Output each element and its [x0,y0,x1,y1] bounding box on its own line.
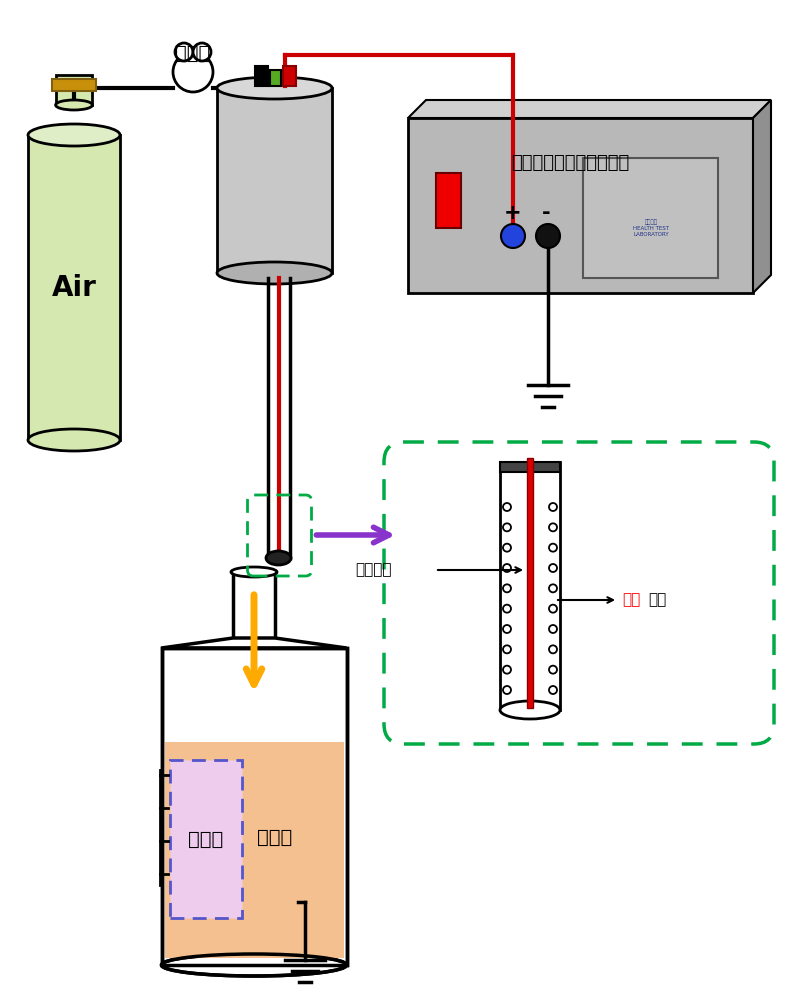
Circle shape [193,43,211,61]
Circle shape [501,224,525,248]
Circle shape [503,666,511,674]
Polygon shape [408,100,771,118]
Circle shape [173,52,213,92]
Bar [583,158,718,278]
Circle shape [549,625,557,633]
Text: Air: Air [52,273,97,302]
Circle shape [549,605,557,613]
Circle shape [549,544,557,552]
Bar [164,742,343,958]
Ellipse shape [217,77,332,99]
Bar [436,173,461,228]
Ellipse shape [500,701,560,719]
Circle shape [549,584,557,592]
Circle shape [549,686,557,694]
Ellipse shape [161,954,347,976]
Circle shape [536,224,560,248]
Text: 微孔: 微孔 [622,592,641,607]
Bar [217,88,332,273]
FancyBboxPatch shape [384,442,774,744]
Bar [28,135,120,440]
Bar [161,648,347,965]
Circle shape [503,584,511,592]
Circle shape [549,645,557,653]
Text: +: + [504,203,522,223]
Text: 重庆大学
HEALTH TEST
LABORATORY: 重庆大学 HEALTH TEST LABORATORY [633,219,669,237]
Circle shape [175,43,193,61]
Bar [408,118,753,293]
Circle shape [549,523,557,531]
Ellipse shape [217,262,332,284]
Ellipse shape [28,429,120,451]
Circle shape [503,503,511,511]
Circle shape [503,645,511,653]
Bar [52,79,96,91]
Bar [56,75,93,105]
Circle shape [503,544,511,552]
Bar [270,70,281,86]
Bar [500,462,560,472]
Ellipse shape [56,100,93,110]
Ellipse shape [266,551,291,565]
Bar [255,66,267,86]
Bar [527,458,533,708]
Polygon shape [161,638,347,648]
Text: 结构: 结构 [648,592,667,607]
Ellipse shape [28,124,120,146]
Circle shape [549,564,557,572]
Text: 观察窗: 观察窗 [188,830,223,848]
Circle shape [503,523,511,531]
Bar [161,648,347,965]
Circle shape [503,564,511,572]
FancyBboxPatch shape [170,760,241,918]
Polygon shape [753,100,771,293]
Circle shape [503,686,511,694]
Circle shape [549,503,557,511]
Circle shape [503,605,511,613]
Circle shape [503,625,511,633]
Text: -: - [542,203,550,223]
Text: 地电极: 地电极 [257,828,292,846]
Text: 高压电极: 高压电极 [355,562,391,578]
Bar [500,462,560,710]
Circle shape [549,666,557,674]
Ellipse shape [231,567,277,577]
Text: 流量计: 流量计 [175,43,211,62]
Bar [282,66,296,86]
Text: 参数可编辑纳秒脉冲电源: 参数可编辑纳秒脉冲电源 [512,154,630,172]
